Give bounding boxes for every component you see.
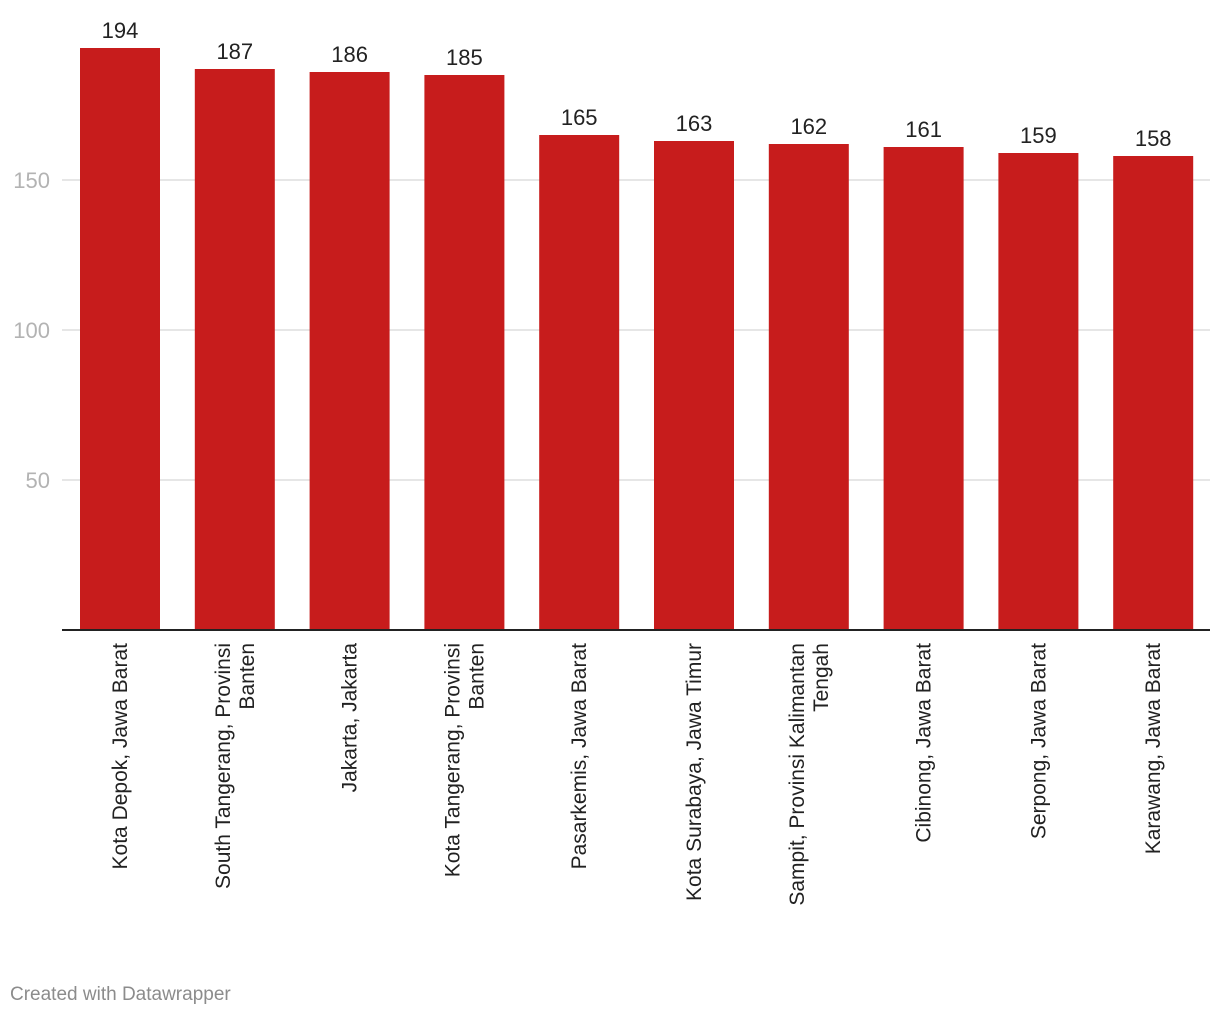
bar-chart: 50 100 150 194 Kota Depok, Jawa Barat 187 Sout… (13, 18, 1210, 906)
bar-4 (424, 75, 505, 630)
category-label-line: Banten (236, 643, 259, 710)
category-label-10: Karawang, Jawa Barat (1142, 643, 1165, 854)
category-label-line: South Tangerang, Provinsi (212, 643, 235, 889)
value-label-4: 185 (446, 45, 483, 70)
bar-1 (80, 48, 160, 630)
bar-6 (654, 141, 734, 630)
category-label-line: Kota Tangerang, Provinsi (441, 643, 464, 877)
category-label-4: Kota Tangerang, Provinsi Banten (441, 643, 488, 877)
value-label-9: 159 (1020, 123, 1057, 148)
category-label-8: Cibinong, Jawa Barat (913, 643, 936, 843)
value-label-8: 161 (905, 117, 942, 142)
category-label-5: Pasarkemis, Jawa Barat (568, 643, 591, 870)
bar-9 (998, 153, 1079, 630)
category-label-line: Pasarkemis, Jawa Barat (568, 643, 591, 870)
category-label-line: Jakarta, Jakarta (339, 643, 362, 793)
bar-8 (883, 147, 964, 630)
value-label-6: 163 (676, 111, 713, 136)
category-label-1: Kota Depok, Jawa Barat (109, 643, 132, 870)
category-label-line: Karawang, Jawa Barat (1142, 643, 1165, 854)
y-tick-label-50: 50 (26, 468, 50, 493)
value-label-5: 165 (561, 105, 598, 130)
footer-credit: Created with Datawrapper (10, 984, 231, 1005)
category-label-line: Tengah (810, 643, 833, 712)
value-label-10: 158 (1135, 126, 1172, 151)
bar-7 (768, 144, 849, 630)
y-tick-label-100: 100 (13, 318, 50, 343)
category-label-9: Serpong, Jawa Barat (1027, 643, 1050, 839)
category-label-line: Cibinong, Jawa Barat (913, 643, 936, 843)
category-label-3: Jakarta, Jakarta (339, 643, 362, 793)
value-label-7: 162 (790, 114, 827, 139)
category-label-7: Sampit, Provinsi Kalimantan Tengah (786, 643, 833, 906)
bar-3 (309, 72, 390, 630)
value-label-3: 186 (331, 42, 368, 67)
category-label-line: Kota Depok, Jawa Barat (109, 643, 132, 870)
bar-2 (194, 69, 275, 630)
category-label-2: South Tangerang, Provinsi Banten (212, 643, 259, 889)
category-label-line: Banten (465, 643, 488, 710)
bar-5 (539, 135, 620, 630)
category-label-line: Serpong, Jawa Barat (1027, 643, 1050, 839)
category-label-6: Kota Surabaya, Jawa Timur (683, 643, 706, 901)
category-label-line: Kota Surabaya, Jawa Timur (683, 643, 706, 901)
y-tick-label-150: 150 (13, 168, 50, 193)
bar-10 (1113, 156, 1194, 630)
value-label-1: 194 (102, 18, 139, 43)
category-label-line: Sampit, Provinsi Kalimantan (786, 643, 809, 906)
value-label-2: 187 (216, 39, 253, 64)
